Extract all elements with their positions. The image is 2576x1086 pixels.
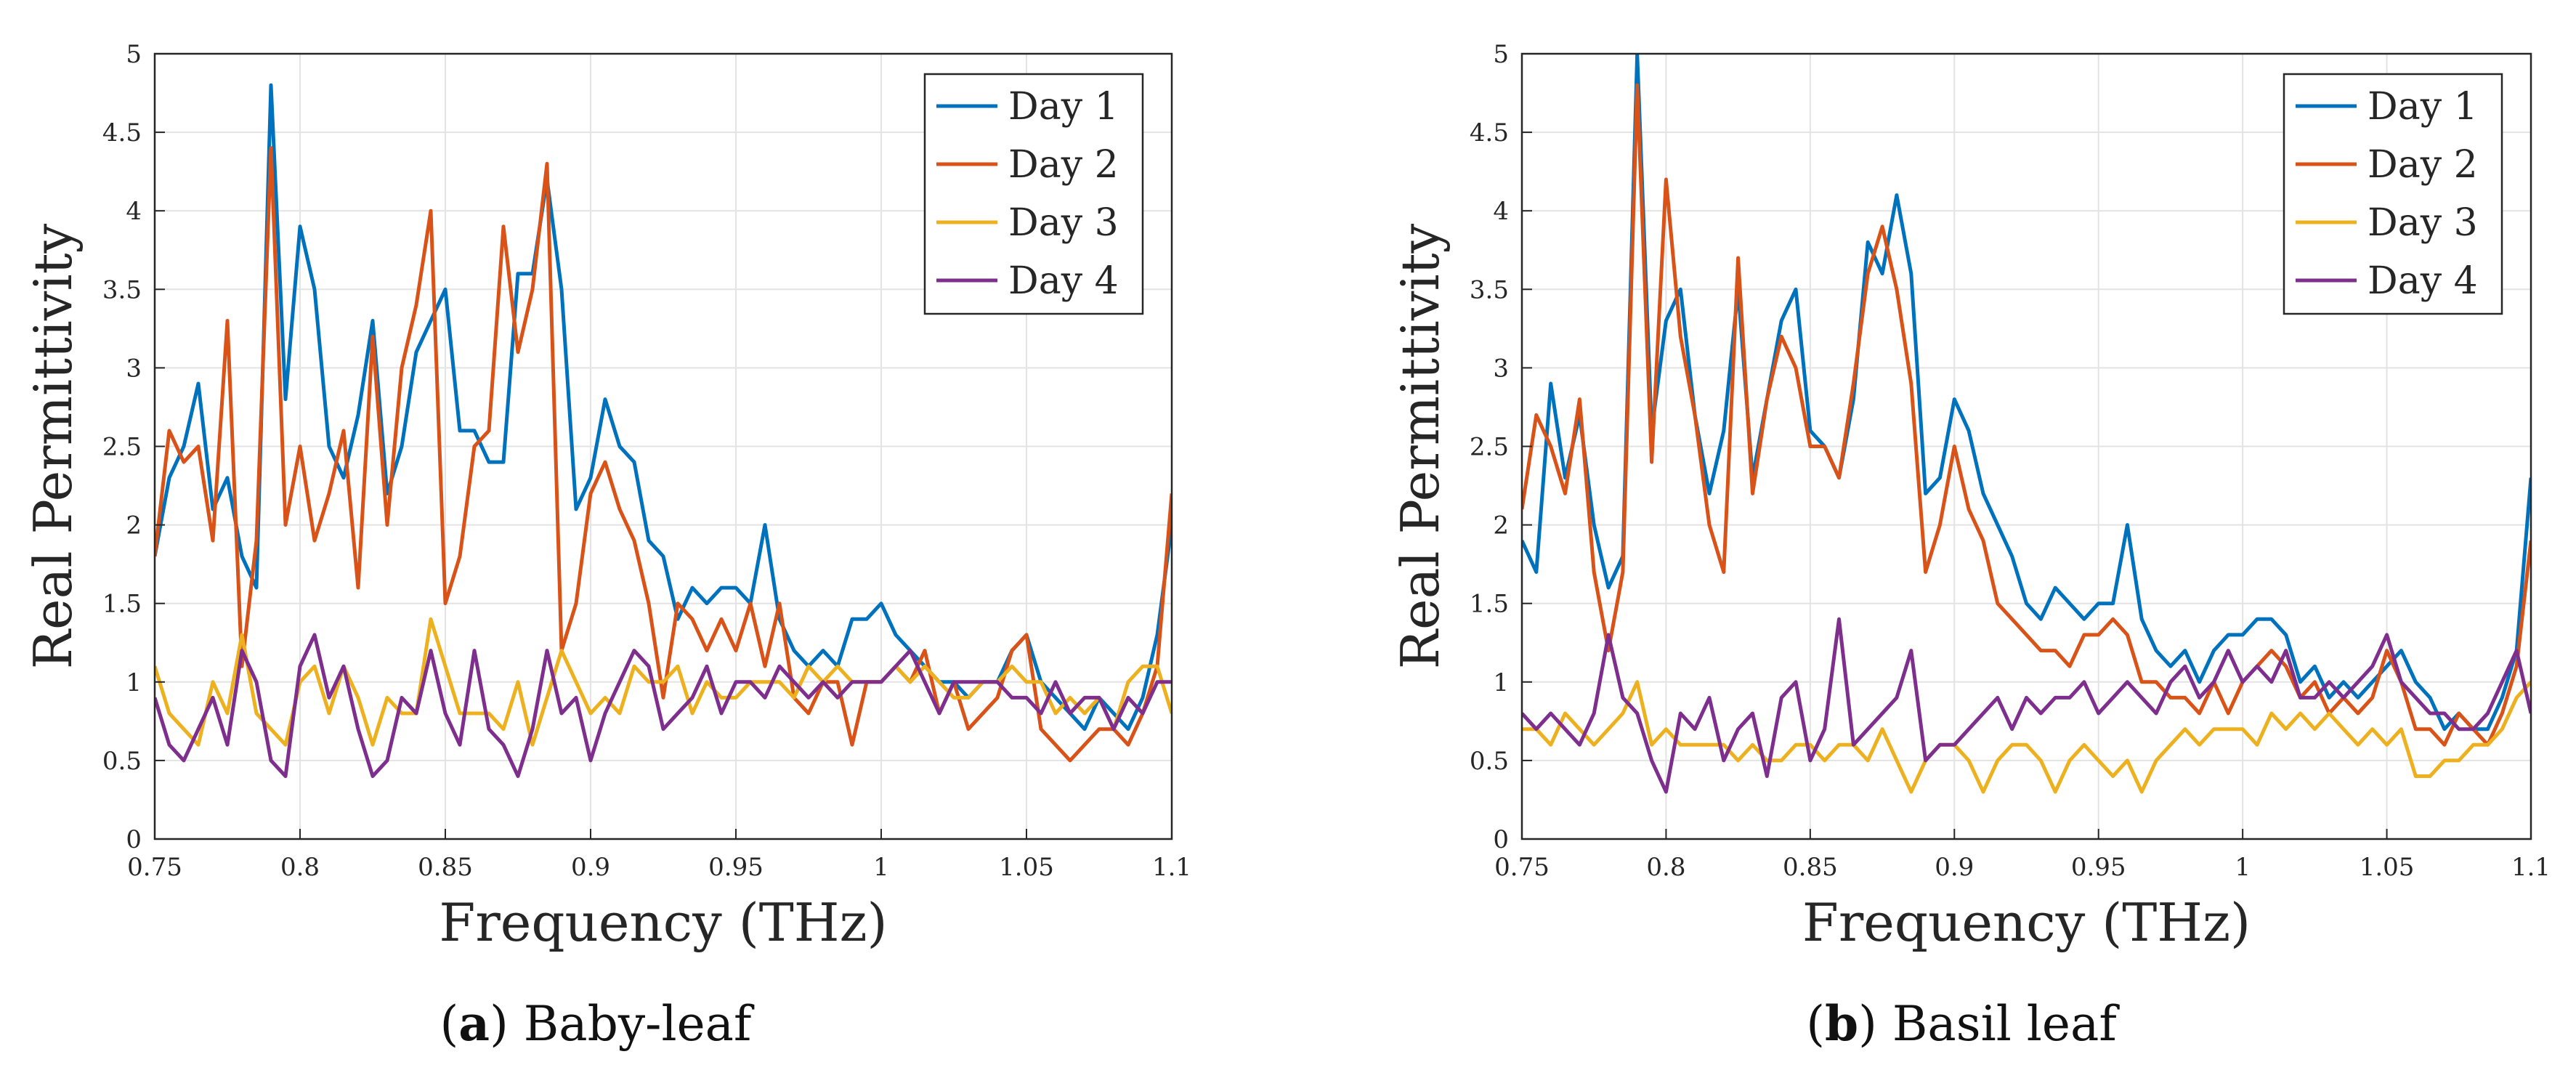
p0-y-tick-label: 0.5 xyxy=(102,747,142,776)
caption-b-text: Basil leaf xyxy=(1892,996,2120,1052)
p0-x-tick-label: 0.75 xyxy=(127,853,182,882)
p0-x-tick-label: 1 xyxy=(873,853,889,882)
p1-y-tick-label: 1 xyxy=(1493,668,1509,697)
p1-legend-box xyxy=(2283,73,2503,315)
p1-x-axis-label: Frequency (THz) xyxy=(1802,892,2251,953)
p0-y-tick-label: 2.5 xyxy=(102,433,142,462)
p1-legend-label-day-3: Day 3 xyxy=(2368,201,2478,245)
p1-x-tick-label: 0.75 xyxy=(1494,853,1550,882)
p0-y-tick-label: 5 xyxy=(126,40,142,69)
caption-a: (a) Baby-leaf xyxy=(440,995,755,1052)
p1-x-tick-label: 0.8 xyxy=(1646,853,1685,882)
p1-y-tick-label: 4 xyxy=(1493,197,1509,226)
caption-a-letter: a xyxy=(458,995,490,1052)
p0-x-axis-label: Frequency (THz) xyxy=(439,892,887,953)
p0-series-line-day-3 xyxy=(155,617,1172,747)
p1-y-tick-label: 0 xyxy=(1493,825,1509,854)
p0-y-axis-label: Real Permittivity xyxy=(23,223,84,669)
p1-x-tick-label: 0.9 xyxy=(1935,853,1974,882)
p1-x-tick-label: 0.85 xyxy=(1783,853,1838,882)
caption-b-letter: b xyxy=(1825,995,1858,1052)
p1-y-tick-label: 3.5 xyxy=(1470,275,1509,304)
p0-x-tick-label: 0.9 xyxy=(571,853,610,882)
p0-y-tick-label: 0 xyxy=(126,825,142,854)
p0-series-line-day-4 xyxy=(155,633,1172,778)
p0-y-tick-label: 1 xyxy=(126,668,142,697)
p0-x-tick-label: 0.8 xyxy=(280,853,320,882)
p0-x-tick-label: 1.05 xyxy=(999,853,1054,882)
p1-legend: Day 1 Day 2 Day 3 Day 4 xyxy=(2283,73,2503,315)
p0-x-tick-label: 1.1 xyxy=(1152,853,1191,882)
p0-legend-label-day-3: Day 3 xyxy=(1008,201,1119,245)
p1-series-line-day-4 xyxy=(1522,617,2531,794)
p0-y-tick-label: 3.5 xyxy=(102,275,142,304)
p0-legend-label-day-4: Day 4 xyxy=(1008,259,1119,303)
p1-x-tick-label: 1.1 xyxy=(2511,853,2551,882)
p1-x-tick-label: 0.95 xyxy=(2071,853,2126,882)
panel-baby-leaf: 0.75 0.8 0.85 0.9 0.95 1 1.05 1.1 0 0.5 1 1.5 2 2.5 3 3… xyxy=(23,40,1191,953)
panel-basil-leaf: 0.75 0.8 0.85 0.9 0.95 1 1.05 1.1 0 0.5 1 1.5 2 2.5 3 3… xyxy=(1390,40,2551,953)
p1-y-tick-label: 2.5 xyxy=(1470,433,1509,462)
p1-series-line-day-1 xyxy=(1522,54,2531,732)
p1-y-tick-label: 0.5 xyxy=(1470,747,1509,776)
p1-legend-label-day-4: Day 4 xyxy=(2368,259,2478,303)
p1-y-tick-label: 5 xyxy=(1493,40,1509,69)
p0-y-tick-label: 2 xyxy=(126,511,142,540)
p1-y-tick-label: 1.5 xyxy=(1470,590,1509,619)
p1-legend-label-day-1: Day 1 xyxy=(2368,85,2478,129)
p0-y-tick-label: 1.5 xyxy=(102,590,142,619)
p1-x-tick-label: 1 xyxy=(2235,853,2251,882)
p1-x-tick-label: 1.05 xyxy=(2360,853,2415,882)
p0-y-tick-label: 4 xyxy=(126,197,142,226)
p0-legend-label-day-2: Day 2 xyxy=(1008,143,1119,187)
p1-series-line-day-2 xyxy=(1522,83,2531,747)
p1-series-line-day-3 xyxy=(1522,680,2531,794)
p0-legend-label-day-1: Day 1 xyxy=(1008,85,1119,129)
p0-y-tick-label: 3 xyxy=(126,354,142,383)
caption-a-text: Baby-leaf xyxy=(524,996,755,1052)
p0-x-tick-label: 0.95 xyxy=(708,853,764,882)
p0-y-tick-label: 4.5 xyxy=(102,118,142,147)
caption-b: (b) Basil leaf xyxy=(1806,995,2120,1052)
p1-y-tick-label: 4.5 xyxy=(1470,118,1509,147)
p0-x-tick-label: 0.85 xyxy=(418,853,473,882)
p0-series-line-day-1 xyxy=(155,83,1172,732)
p0-series-line-day-2 xyxy=(155,146,1172,763)
p1-y-tick-label: 3 xyxy=(1493,354,1509,383)
p1-y-axis-label: Real Permittivity xyxy=(1390,223,1451,669)
p0-legend: Day 1 Day 2 Day 3 Day 4 xyxy=(923,73,1144,315)
p1-y-tick-label: 2 xyxy=(1493,511,1509,540)
p0-legend-box xyxy=(923,73,1144,315)
p1-legend-label-day-2: Day 2 xyxy=(2368,143,2478,187)
